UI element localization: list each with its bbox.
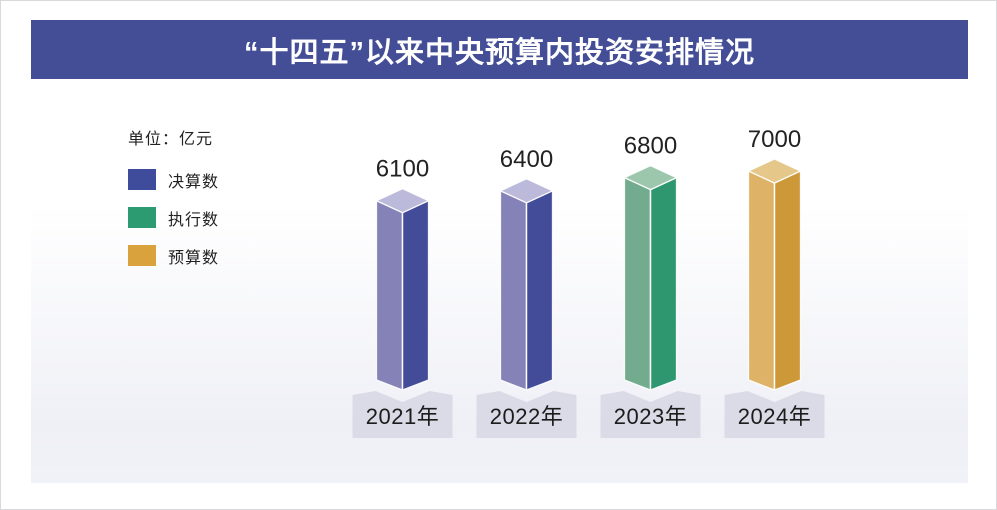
bar-pedestal [476, 391, 577, 438]
legend-label: 预算数 [168, 249, 220, 267]
legend-item-0: 决算数 [128, 169, 220, 191]
bar-pedestal [352, 391, 453, 438]
bar-left-face [375, 200, 404, 391]
chart-title: “十四五”以来中央预算内投资安排情况 [243, 36, 755, 69]
bar-right-face [773, 170, 802, 391]
bar-year-label: 2023年 [614, 404, 687, 429]
legend-swatch-icon [128, 207, 156, 228]
bar-pedestal [724, 391, 825, 438]
bar-left-face [499, 190, 528, 391]
bar-left-face [623, 176, 652, 391]
legend-item-1: 执行数 [128, 207, 220, 229]
legend-label: 执行数 [168, 211, 220, 229]
bar-group-2024年: 7000 2024年 [724, 126, 825, 438]
bar-left-face [747, 170, 776, 391]
bar-value-label: 6800 [624, 133, 677, 160]
legend: 决算数 执行数 预算数 [128, 169, 219, 283]
bar-value-label: 7000 [748, 126, 801, 153]
bar-year-label: 2022年 [490, 404, 563, 429]
chart-title-bar: “十四五”以来中央预算内投资安排情况 [31, 20, 968, 79]
bar-pedestal [600, 391, 701, 438]
legend-item-2: 预算数 [128, 245, 220, 267]
bar-year-label: 2021年 [366, 404, 439, 429]
bar-right-face [649, 176, 678, 391]
bar-year-label: 2024年 [738, 404, 811, 429]
bar-right-face [525, 190, 554, 391]
unit-label: 单位：亿元 [128, 131, 214, 148]
legend-label: 决算数 [168, 173, 220, 191]
bar-value-label: 6100 [376, 156, 429, 183]
legend-swatch-icon [128, 245, 156, 266]
bar-group-2021年: 6100 2021年 [352, 156, 453, 438]
legend-swatch-icon [128, 169, 156, 190]
bar-group-2022年: 6400 2022年 [476, 146, 577, 438]
bar-value-label: 6400 [500, 146, 553, 173]
bar-group-2023年: 6800 2023年 [600, 133, 701, 438]
bar-right-face [401, 200, 430, 391]
